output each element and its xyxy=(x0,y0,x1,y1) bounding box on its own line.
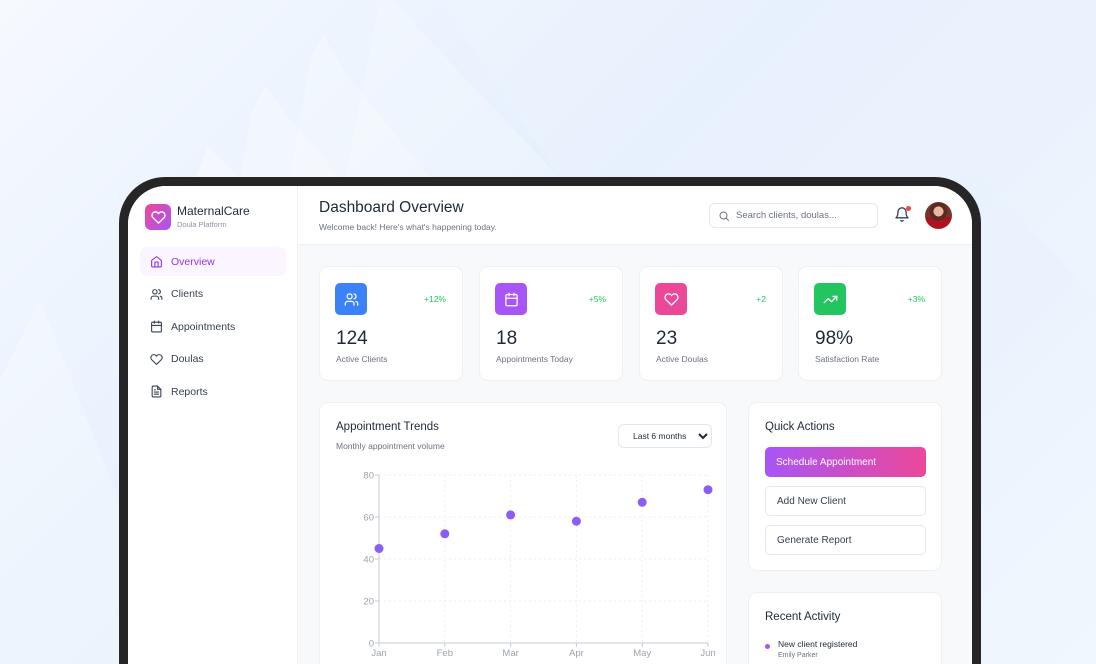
y-tick-label: 0 xyxy=(369,639,374,650)
heart-icon xyxy=(150,353,163,365)
search-input[interactable] xyxy=(736,210,866,221)
file-text-icon xyxy=(151,385,162,398)
sidebar: MaternalCare Doula Platform Overview Cli… xyxy=(128,186,298,664)
data-point xyxy=(637,497,647,507)
users-icon xyxy=(150,288,163,300)
stat-change: +3% xyxy=(907,294,925,304)
stat-icon-container xyxy=(814,283,846,315)
brand-logo xyxy=(145,204,171,230)
stat-value: 23 xyxy=(656,328,678,349)
sidebar-item-label: Overview xyxy=(171,255,215,268)
stat-icon-container xyxy=(655,283,687,315)
calendar-icon xyxy=(504,292,518,306)
time-range-select[interactable]: Last 6 months xyxy=(618,424,712,448)
brand-subtitle: Doula Platform xyxy=(177,220,227,229)
main-content: Dashboard Overview Welcome back! Here's … xyxy=(298,186,972,664)
calendar-icon xyxy=(151,320,162,333)
scatter-chart: 0 20 40 60 80 Jan Feb Mar Apr May Jun xyxy=(363,471,715,660)
trending-up-icon xyxy=(823,295,837,303)
generate-report-button[interactable]: Generate Report xyxy=(765,525,926,555)
page-subtitle: Welcome back! Here's what's happening to… xyxy=(319,222,497,232)
notification-badge xyxy=(906,206,911,211)
schedule-appointment-button[interactable]: Schedule Appointment xyxy=(765,447,926,477)
user-avatar[interactable] xyxy=(925,202,952,229)
data-point xyxy=(374,544,384,553)
sidebar-item-reports[interactable]: Reports xyxy=(140,377,286,406)
stat-value: 124 xyxy=(336,328,368,349)
sidebar-item-label: Doulas xyxy=(171,353,204,365)
recent-activity-card: Recent Activity New client registered Em… xyxy=(748,592,942,664)
users-icon xyxy=(344,292,358,306)
stat-card-satisfaction-rate: +3% 98% Satisfaction Rate xyxy=(798,266,942,381)
page-title: Dashboard Overview xyxy=(319,199,464,216)
quick-actions-title: Quick Actions xyxy=(765,421,835,433)
stat-icon-container xyxy=(495,283,527,315)
top-header: Dashboard Overview Welcome back! Here's … xyxy=(298,186,972,245)
search-box[interactable] xyxy=(709,203,878,228)
stat-label: Satisfaction Rate xyxy=(815,354,880,364)
sidebar-item-label: Reports xyxy=(171,385,208,398)
y-tick-label: 20 xyxy=(363,597,374,608)
x-tick-label: Jun xyxy=(700,648,715,659)
x-tick-label: Apr xyxy=(569,648,584,659)
stat-change: +12% xyxy=(424,294,446,304)
activity-dot xyxy=(765,644,770,649)
sidebar-nav: Overview Clients Appointments Doulas Rep… xyxy=(140,247,286,410)
data-point xyxy=(703,485,713,495)
x-tick-label: Feb xyxy=(437,648,453,659)
quick-actions-card: Quick Actions Schedule Appointment Add N… xyxy=(748,402,942,571)
stat-change: +5% xyxy=(588,294,606,304)
bell-icon xyxy=(895,207,909,222)
search-icon xyxy=(719,211,729,221)
app-screen: MaternalCare Doula Platform Overview Cli… xyxy=(128,186,972,664)
stat-value: 18 xyxy=(496,328,518,349)
sidebar-item-label: Clients xyxy=(171,288,204,300)
stat-label: Active Clients xyxy=(336,354,388,364)
stat-card-appointments-today: +5% 18 Appointments Today xyxy=(479,266,623,381)
add-new-client-button[interactable]: Add New Client xyxy=(765,486,926,516)
device-frame: MaternalCare Doula Platform Overview Cli… xyxy=(119,177,981,664)
heart-icon xyxy=(663,292,679,306)
brand[interactable]: MaternalCare Doula Platform xyxy=(145,204,250,230)
sidebar-item-label: Appointments xyxy=(171,320,236,333)
brand-name: MaternalCare xyxy=(177,204,250,218)
notifications-button[interactable] xyxy=(894,206,911,224)
stat-icon-container xyxy=(335,283,367,315)
stat-label: Appointments Today xyxy=(496,354,573,364)
home-icon xyxy=(151,256,162,268)
y-tick-label: 80 xyxy=(363,471,374,482)
heart-icon xyxy=(150,210,166,224)
chart-title: Appointment Trends xyxy=(336,421,439,433)
stat-label: Active Doulas xyxy=(656,354,708,364)
x-tick-label: Jan xyxy=(371,648,386,659)
x-tick-label: Mar xyxy=(502,648,518,659)
sidebar-item-appointments[interactable]: Appointments xyxy=(140,312,286,341)
sidebar-item-overview[interactable]: Overview xyxy=(140,247,286,276)
x-tick-label: May xyxy=(633,648,651,659)
stat-card-active-clients: +12% 124 Active Clients xyxy=(319,266,463,381)
recent-activity-title: Recent Activity xyxy=(765,611,841,623)
activity-title: New client registered xyxy=(778,639,858,649)
stat-change: +2 xyxy=(756,294,766,304)
appointment-trends-card: Appointment Trends Monthly appointment v… xyxy=(319,402,727,664)
sidebar-item-clients[interactable]: Clients xyxy=(140,280,286,309)
y-tick-label: 60 xyxy=(363,513,374,524)
data-point xyxy=(571,516,581,526)
activity-subtitle: Emily Parker xyxy=(778,652,818,659)
stat-value: 98% xyxy=(815,328,854,349)
sidebar-item-doulas[interactable]: Doulas xyxy=(140,345,286,374)
y-tick-label: 40 xyxy=(363,555,374,566)
data-point xyxy=(440,529,450,539)
chart-subtitle: Monthly appointment volume xyxy=(336,441,445,451)
stat-card-active-doulas: +2 23 Active Doulas xyxy=(639,266,783,381)
data-point xyxy=(506,510,516,520)
